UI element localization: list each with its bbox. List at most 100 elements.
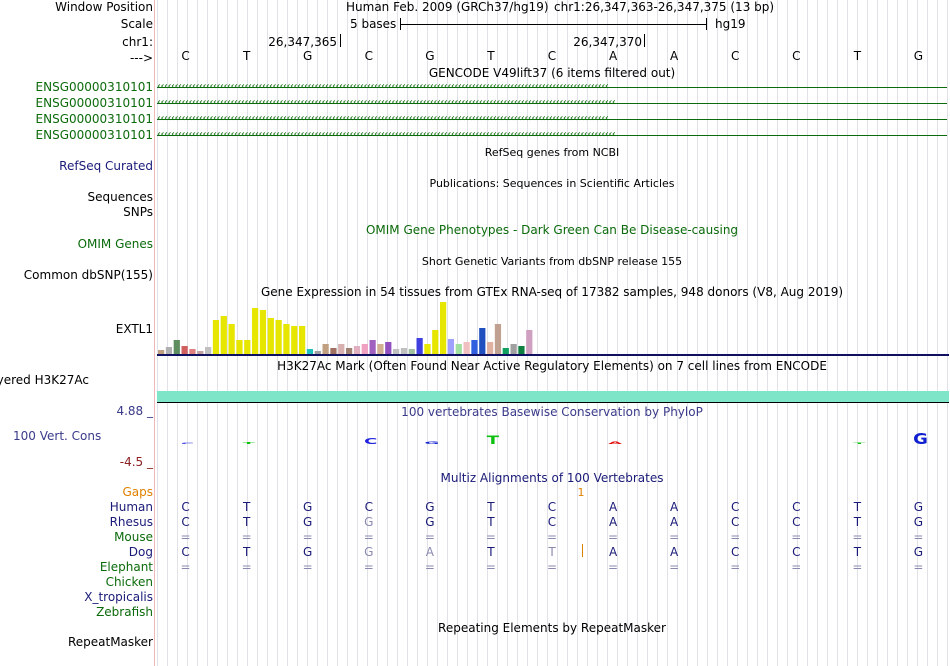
gtex-tissue-bar[interactable] [306, 349, 314, 354]
gtex-tissue-bar[interactable] [471, 340, 478, 354]
aligned-base: = [546, 560, 558, 574]
gencode-transcript-label[interactable]: ENSG00000310101 [35, 96, 153, 110]
species-label-chicken[interactable]: Chicken [105, 575, 153, 589]
snps-label[interactable]: SNPs [123, 205, 153, 219]
gtex-tissue-bar[interactable] [228, 324, 235, 354]
gtex-tissue-bar[interactable] [510, 344, 517, 354]
gtex-tissue-bar[interactable] [463, 342, 470, 354]
gtex-tissue-bar[interactable] [408, 349, 415, 354]
gtex-expression-chart[interactable] [157, 298, 537, 354]
gtex-tissue-bar[interactable] [455, 344, 462, 354]
base-12: T [853, 49, 862, 63]
aligned-base: = [424, 560, 435, 574]
species-label-x_tropicalis[interactable]: X_tropicalis [84, 590, 153, 604]
species-label-dog[interactable]: Dog [128, 545, 153, 559]
gtex-tissue-bar[interactable] [502, 348, 509, 354]
grid-line [347, 0, 348, 666]
gtex-tissue-bar[interactable] [244, 340, 251, 354]
aligned-base: = [485, 560, 496, 574]
aligned-base: G [303, 500, 313, 514]
gtex-tissue-bar[interactable] [220, 316, 227, 354]
gtex-tissue-bar[interactable] [322, 344, 329, 354]
omim-track-label[interactable]: OMIM Genes [77, 237, 153, 251]
multiz-track-title: Multiz Alignments of 100 Vertebrates [440, 471, 664, 485]
gencode-transcript-2[interactable]: ‹‹‹‹‹‹‹‹‹‹‹‹‹‹‹‹‹‹‹‹‹‹‹‹‹‹‹‹‹‹‹‹‹‹‹‹‹‹‹‹… [157, 97, 947, 109]
gtex-tissue-bar[interactable] [173, 340, 180, 354]
conservation-track-label[interactable]: 100 Vert. Cons [13, 429, 102, 443]
gtex-tissue-bar[interactable] [158, 350, 165, 354]
gtex-tissue-bar[interactable] [236, 340, 243, 354]
refseq-track-label[interactable]: RefSeq Curated [59, 159, 153, 173]
gtex-tissue-bar[interactable] [494, 324, 502, 354]
gtex-tissue-bar[interactable] [338, 344, 345, 354]
conservation-max-label: 4.88 _ [116, 404, 153, 418]
gtex-tissue-bar[interactable] [487, 342, 494, 354]
species-label-elephant[interactable]: Elephant [99, 560, 153, 574]
aligned-base: G [364, 545, 374, 559]
gtex-tissue-bar[interactable] [479, 328, 486, 354]
gencode-transcript-label[interactable]: ENSG00000310101 [35, 112, 153, 126]
publications-sequences-label[interactable]: Sequences [87, 190, 153, 204]
gtex-tissue-bar[interactable] [440, 302, 447, 354]
gtex-tissue-bar[interactable] [377, 344, 384, 354]
gencode-transcript-label[interactable]: ENSG00000310101 [35, 80, 153, 94]
aligned-base: G [425, 500, 435, 514]
grid-line [697, 0, 698, 666]
gtex-tissue-bar[interactable] [361, 344, 368, 354]
h3k27ac-signal-bar[interactable] [157, 391, 949, 402]
gtex-tissue-bar[interactable] [385, 342, 392, 354]
gencode-transcript-3[interactable]: ‹‹‹‹‹‹‹‹‹‹‹‹‹‹‹‹‹‹‹‹‹‹‹‹‹‹‹‹‹‹‹‹‹‹‹‹‹‹‹‹… [157, 113, 947, 125]
gtex-tissue-bar[interactable] [393, 349, 400, 354]
aligned-base: = [241, 560, 252, 574]
species-label-human[interactable]: Human [109, 500, 153, 514]
grid-line [947, 0, 948, 666]
gtex-tissue-bar[interactable] [424, 344, 431, 354]
gtex-tissue-bar[interactable] [314, 351, 321, 354]
h3k27ac-track-label[interactable]: Layered H3K27Ac [0, 373, 89, 387]
gtex-tissue-bar[interactable] [252, 308, 259, 354]
species-label-rhesus[interactable]: Rhesus [109, 515, 153, 529]
dbsnp-track-label[interactable]: Common dbSNP(155) [23, 268, 153, 282]
aligned-base: A [425, 545, 434, 559]
gtex-tissue-bar[interactable] [353, 346, 361, 354]
conservation-letter: C [364, 437, 377, 446]
gtex-tissue-bar[interactable] [212, 320, 220, 354]
conservation-letter: G [424, 441, 439, 445]
gtex-tissue-bar[interactable] [283, 324, 290, 354]
gtex-tissue-bar[interactable] [165, 347, 173, 354]
gtex-gene-label[interactable]: EXTL1 [115, 322, 153, 336]
gtex-tissue-bar[interactable] [416, 338, 423, 354]
gtex-tissue-bar[interactable] [275, 320, 282, 354]
gtex-tissue-bar[interactable] [299, 326, 306, 354]
grid-line [637, 0, 638, 666]
gtex-tissue-bar[interactable] [197, 351, 204, 354]
grid-line [187, 0, 188, 666]
conservation-letter: A [608, 441, 622, 445]
gtex-tissue-bar[interactable] [181, 346, 188, 354]
repeatmasker-track-label[interactable]: RepeatMasker [67, 635, 153, 649]
aligned-base: = [302, 530, 313, 544]
gencode-transcript-4[interactable]: ‹‹‹‹‹‹‹‹‹‹‹‹‹‹‹‹‹‹‹‹‹‹‹‹‹‹‹‹‹‹‹‹‹‹‹‹‹‹‹‹… [157, 129, 947, 141]
gtex-tissue-bar[interactable] [205, 347, 212, 354]
species-label-mouse[interactable]: Mouse [114, 530, 153, 544]
gtex-tissue-bar[interactable] [267, 318, 274, 354]
gtex-tissue-bar[interactable] [189, 349, 196, 354]
gtex-tissue-bar[interactable] [518, 346, 525, 354]
gtex-tissue-bar[interactable] [259, 310, 267, 354]
gtex-tissue-bar[interactable] [291, 326, 298, 354]
gtex-tissue-bar[interactable] [369, 340, 376, 354]
gtex-tissue-bar[interactable] [432, 330, 439, 354]
gtex-tissue-bar[interactable] [526, 330, 533, 354]
gtex-tissue-bar[interactable] [330, 348, 337, 354]
h3k27ac-baseline [157, 402, 949, 403]
gencode-transcript-label[interactable]: ENSG00000310101 [35, 128, 153, 142]
gencode-transcript-1[interactable]: ‹‹‹‹‹‹‹‹‹‹‹‹‹‹‹‹‹‹‹‹‹‹‹‹‹‹‹‹‹‹‹‹‹‹‹‹‹‹‹‹… [157, 81, 947, 93]
gtex-tissue-bar[interactable] [400, 348, 408, 354]
gtex-tissue-bar[interactable] [346, 348, 353, 354]
grid-line [907, 0, 908, 666]
species-label-zebrafish[interactable]: Zebrafish [96, 605, 153, 619]
gtex-tissue-bar[interactable] [447, 339, 455, 354]
aligned-base: = [852, 560, 863, 574]
